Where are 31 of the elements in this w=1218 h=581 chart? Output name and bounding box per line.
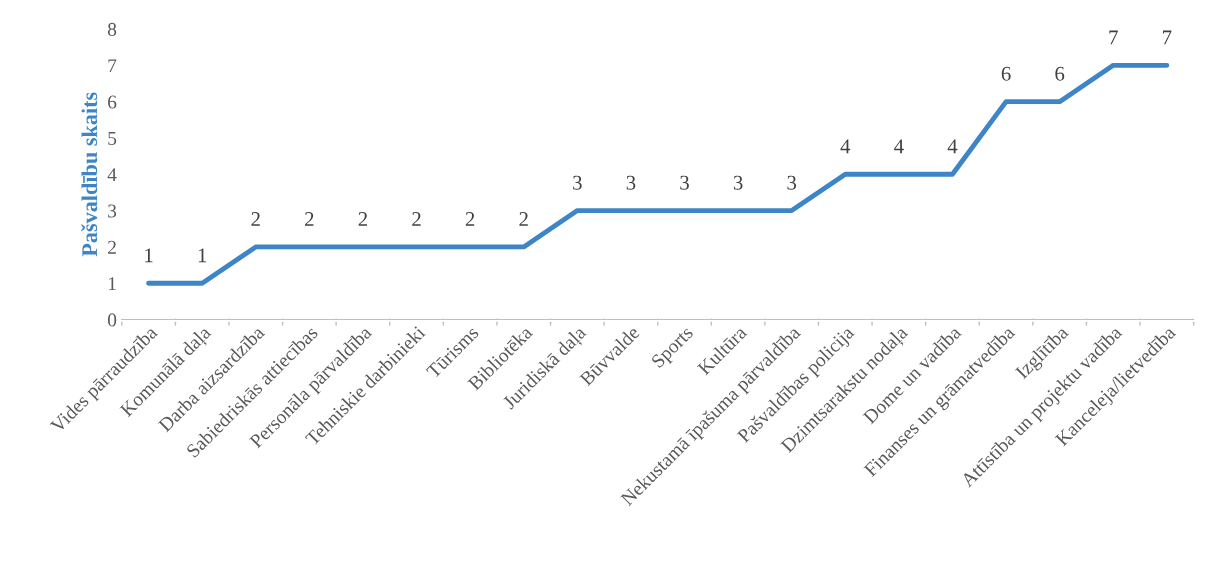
line-series [146,62,1170,286]
y-tick-label: 4 [107,168,117,182]
data-label: 3 [787,175,797,190]
data-label: 6 [1055,66,1065,81]
y-tick-label: 1 [108,277,116,290]
data-label: 2 [412,212,421,226]
data-label: 6 [1001,66,1011,81]
y-axis-title: Pašvaldību skaits [81,92,98,257]
data-label: 3 [573,175,582,190]
y-tick-label: 5 [108,132,117,145]
y-tick-label: 6 [108,95,117,109]
y-tick-label: 2 [108,240,116,254]
y-tick-label: 3 [108,204,117,218]
data-label: 2 [305,212,314,226]
data-label: 3 [626,175,636,190]
data-label: 1 [198,248,207,263]
data-label: 2 [465,212,475,226]
y-tick-label: 0 [107,313,117,327]
data-label: 4 [947,139,958,154]
data-label: 4 [894,139,904,154]
data-label: 1 [145,248,153,263]
data-label: 2 [358,212,368,226]
data-label: 7 [1109,30,1118,45]
data-label: 2 [251,212,260,226]
data-label: 4 [840,139,851,154]
data-label: 2 [519,212,528,226]
data-label: 3 [733,175,743,190]
y-tick-label: 8 [107,22,117,36]
data-label: 7 [1163,30,1172,45]
data-label: 3 [680,175,689,190]
y-tick-label: 7 [108,59,117,73]
